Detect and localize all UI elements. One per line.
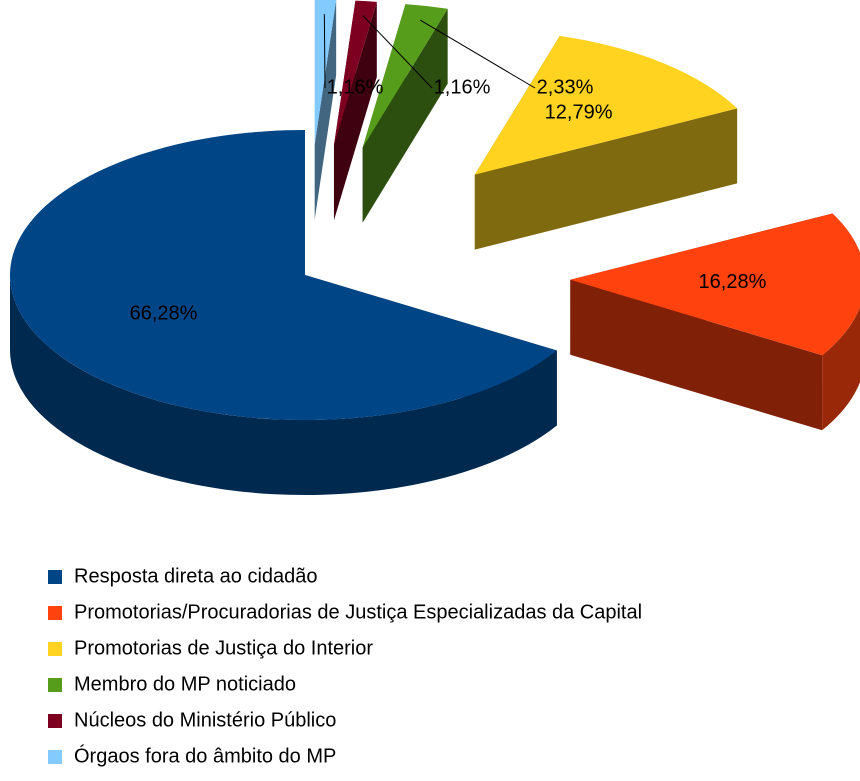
slice (314, 0, 337, 145)
legend-swatch (48, 714, 62, 728)
slice (10, 130, 557, 421)
leader-line (420, 19, 536, 89)
legend-label: Órgaos fora do âmbito do MP (74, 744, 336, 767)
legend-swatch (48, 606, 62, 620)
slice-wall (822, 307, 860, 431)
legend-swatch (48, 642, 62, 656)
slice (570, 213, 860, 356)
legend-label: Promotorias de Justiça do Interior (74, 637, 373, 659)
data-label: 16,28% (699, 271, 767, 293)
legend-label: Núcleos do Ministério Público (74, 709, 336, 731)
leader-line (362, 15, 433, 89)
data-label: 12,79% (545, 102, 613, 124)
legend-swatch (48, 750, 62, 764)
legend-swatch (48, 678, 62, 692)
slice (333, 0, 377, 146)
legend-swatch (48, 570, 62, 584)
leader-line (323, 14, 326, 89)
slice-side (362, 8, 448, 223)
slice-side (474, 108, 738, 250)
data-label: 66,28% (130, 302, 198, 324)
slice-wall (10, 275, 557, 495)
slice-side (314, 0, 337, 220)
data-label: 1,16% (434, 76, 491, 98)
legend-label: Promotorias/Procuradorias de Justiça Esp… (74, 601, 642, 623)
legend-label: Membro do MP noticiado (74, 673, 296, 695)
slice (474, 35, 738, 175)
data-label: 1,16% (327, 76, 384, 98)
legend-label: Resposta direta ao cidadão (74, 565, 318, 587)
slice-side (333, 1, 377, 221)
slice (362, 4, 448, 148)
data-label: 2,33% (537, 76, 594, 98)
